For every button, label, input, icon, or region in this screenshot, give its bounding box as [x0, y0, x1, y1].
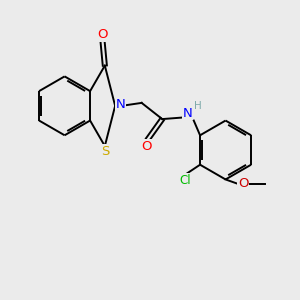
Text: O: O: [238, 177, 248, 190]
Text: H: H: [194, 101, 202, 111]
Text: O: O: [141, 140, 151, 153]
Text: Cl: Cl: [179, 173, 191, 187]
Text: N: N: [116, 98, 125, 111]
Text: N: N: [182, 107, 192, 120]
Text: O: O: [97, 28, 108, 41]
Text: S: S: [100, 145, 109, 158]
